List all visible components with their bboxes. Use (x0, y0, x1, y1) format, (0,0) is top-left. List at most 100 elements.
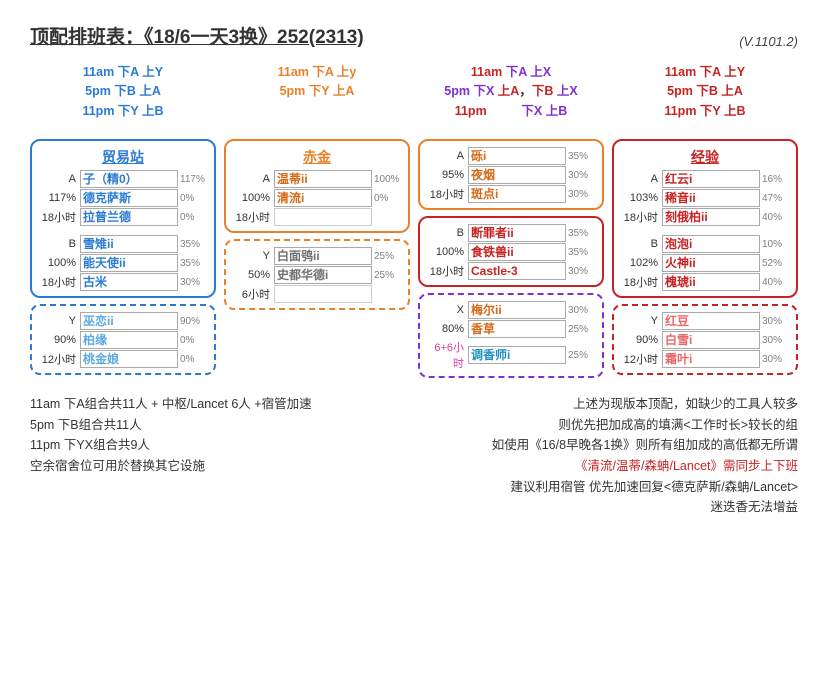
row-label: 18小时 (232, 209, 274, 225)
schedule-card: Y红豆30%90%白雪i30%12小时霜叶i30% (612, 304, 798, 375)
row-label: 18小时 (38, 209, 80, 225)
schedule-card: 经验A红云i16%103%稀音ii47%18小时刻俄柏ii40%B泡泡i10%1… (612, 139, 798, 298)
sched-line: 11am 下A 上Y (38, 63, 208, 82)
row-label: A (620, 173, 662, 185)
row-label: Y (620, 315, 662, 327)
operator-cell: 能天使ii (80, 254, 178, 272)
row-label: B (38, 238, 80, 250)
schedule-card: B断罪者ii35%100%食铁兽ii35%18小时Castle-330% (418, 216, 604, 287)
footer-right-line: 则优先把加成高的填满<工作时长>较长的组 (492, 415, 798, 436)
schedule-card: X梅尔ii30%80%香草25%6+6小时调香师i25% (418, 293, 604, 378)
operator-cell: 德克萨斯 (80, 189, 178, 207)
schedule-card: 赤金A温蒂ii100%100%清流i0%18小时 (224, 139, 410, 233)
row-pct: 40% (760, 212, 790, 223)
row-pct: 30% (566, 170, 596, 181)
card-title: 经验 (620, 147, 790, 167)
card-row: 90%柏缘0% (38, 331, 208, 349)
operator-cell: 白雪i (662, 331, 760, 349)
card-row: X梅尔ii30% (426, 301, 596, 319)
row-pct: 35% (566, 247, 596, 258)
row-label: A (38, 173, 80, 185)
schedule-card: Y巫恋ii90%90%柏缘0% 12小时桃金娘0% (30, 304, 216, 375)
row-label: X (426, 304, 468, 316)
row-pct: 0% (178, 212, 208, 223)
row-label: A (232, 173, 274, 185)
sched-line: 5pm 下B 上A (620, 82, 790, 101)
card-row: Y白面鸮ii25% (232, 247, 402, 265)
row-pct: 40% (760, 277, 790, 288)
operator-cell: 古米 (80, 273, 178, 291)
operator-cell: 白面鸮ii (274, 247, 372, 265)
row-label: 80% (426, 323, 468, 335)
operator-cell: Castle-3 (468, 262, 566, 280)
sched-line: 5pm 下B 上A (38, 82, 208, 101)
row-label: Y (38, 315, 80, 327)
row-pct: 30% (566, 266, 596, 277)
row-label: 100% (426, 246, 468, 258)
sched-line: 11pm 下Y 上B (38, 102, 208, 121)
operator-cell (274, 285, 372, 303)
row-label: 18小时 (38, 274, 80, 290)
page-title: 顶配排班表：《18/6一天3换》252(2313) (30, 22, 364, 49)
card-row: 100%能天使ii35% (38, 254, 208, 272)
card-row: A红云i16% (620, 170, 790, 188)
row-pct: 35% (566, 151, 596, 162)
card-row: 18小时古米30% (38, 273, 208, 291)
operator-cell: 桃金娘 (80, 350, 178, 368)
card-grid: 贸易站A子（精0）117%117%德克萨斯0%18小时拉普兰德0%B雪雉ii35… (30, 139, 798, 378)
row-label: 6小时 (232, 286, 274, 302)
footer-right-line: 《清流/温蒂/森蚺/Lancet》需同步上下班 (492, 456, 798, 477)
row-pct: 35% (178, 258, 208, 269)
card-row: Y巫恋ii90% (38, 312, 208, 330)
schedule-card: 贸易站A子（精0）117%117%德克萨斯0%18小时拉普兰德0%B雪雉ii35… (30, 139, 216, 298)
sched-line: 11am 下A 上y (232, 63, 402, 82)
row-label: 102% (620, 257, 662, 269)
footer-left: 11am 下A组合共11人 + 中枢/Lancet 6人 +宿管加速 5pm 下… (30, 394, 312, 518)
card-row: 102%火神ii52% (620, 254, 790, 272)
operator-cell: 香草 (468, 320, 566, 338)
row-pct: 100% (372, 174, 402, 185)
card-row: 18小时斑点i30% (426, 185, 596, 203)
row-label: 90% (620, 334, 662, 346)
operator-cell: 史都华德i (274, 266, 372, 284)
row-pct: 0% (178, 354, 208, 365)
row-pct: 117% (178, 174, 208, 185)
row-pct: 25% (566, 350, 596, 361)
row-pct: 25% (372, 270, 402, 281)
version-label: (V.1101.2) (739, 34, 798, 49)
card-row: 6小时 (232, 285, 402, 303)
row-label: 117% (38, 192, 80, 204)
sched-line: 5pm 下Y 上A (232, 82, 402, 101)
card-row: B泡泡i10% (620, 235, 790, 253)
row-label: 18小时 (620, 274, 662, 290)
operator-cell: 调香师i (468, 346, 566, 364)
card-row: A温蒂ii100% (232, 170, 402, 188)
row-pct: 52% (760, 258, 790, 269)
row-label: 103% (620, 192, 662, 204)
card-row: 50%史都华德i25% (232, 266, 402, 284)
card-row: 80%香草25% (426, 320, 596, 338)
row-pct: 10% (760, 239, 790, 250)
card-row: 18小时Castle-330% (426, 262, 596, 280)
card-row: 100%食铁兽ii35% (426, 243, 596, 261)
operator-cell: 稀音ii (662, 189, 760, 207)
operator-cell: 火神ii (662, 254, 760, 272)
operator-cell: 刻俄柏ii (662, 208, 760, 226)
row-pct: 30% (178, 277, 208, 288)
row-pct: 30% (760, 316, 790, 327)
card-row: 6+6小时调香师i25% (426, 339, 596, 371)
schedule-card: A砾i35%95%夜烟30%18小时斑点i30% (418, 139, 604, 210)
row-pct: 90% (178, 316, 208, 327)
row-label: 12小时 (38, 351, 80, 367)
sched-line: 5pm 下X 上A，下B 上X (426, 82, 596, 101)
row-label: B (426, 227, 468, 239)
operator-cell: 温蒂ii (274, 170, 372, 188)
operator-cell: 泡泡i (662, 235, 760, 253)
card-row: Y红豆30% (620, 312, 790, 330)
operator-cell: 梅尔ii (468, 301, 566, 319)
row-label: 18小时 (426, 186, 468, 202)
footer-right-line: 迷迭香无法增益 (492, 497, 798, 518)
row-label: 100% (38, 257, 80, 269)
operator-cell: 食铁兽ii (468, 243, 566, 261)
card-row: 90%白雪i30% (620, 331, 790, 349)
